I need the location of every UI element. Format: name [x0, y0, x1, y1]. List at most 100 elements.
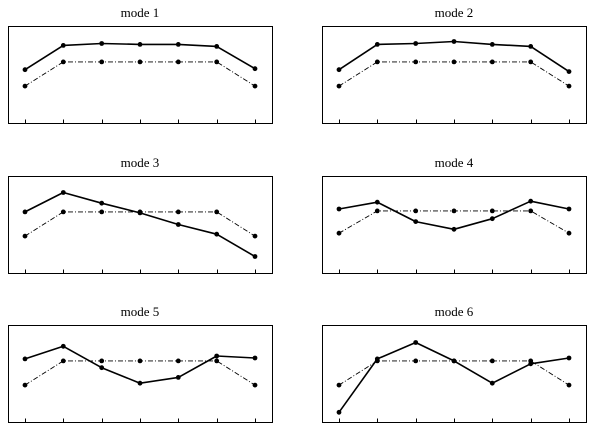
- series-line-dashdot: [24, 61, 256, 87]
- plot-frame: [322, 325, 587, 423]
- data-point-solid: [489, 42, 495, 47]
- data-point-dashdot: [451, 59, 457, 65]
- data-point-dashdot: [413, 59, 419, 65]
- data-point-dashdot: [137, 358, 143, 364]
- series-line-dashdot: [338, 61, 570, 87]
- series-line-dashdot: [24, 211, 256, 237]
- data-point-solid: [22, 209, 28, 215]
- data-point-solid: [252, 355, 258, 361]
- data-point-solid: [451, 226, 457, 232]
- data-point-solid: [175, 42, 181, 47]
- data-point-dashdot: [374, 208, 380, 214]
- data-point-solid: [60, 190, 66, 195]
- data-point-solid: [137, 210, 143, 216]
- series-line-solid: [338, 341, 570, 413]
- panel-title: mode 4: [435, 155, 474, 170]
- data-point-solid: [566, 355, 572, 361]
- data-point-dashdot: [60, 358, 66, 364]
- data-point-solid: [60, 43, 66, 48]
- data-point-dashdot: [566, 382, 572, 388]
- series-line-solid: [24, 191, 256, 258]
- data-point-dashdot: [252, 382, 258, 388]
- data-point-dashdot: [22, 382, 28, 388]
- data-point-solid: [214, 231, 220, 237]
- data-point-dashdot: [374, 59, 380, 65]
- series-line-solid: [338, 200, 570, 231]
- data-point-dashdot: [528, 59, 534, 65]
- data-point-dashdot: [252, 233, 258, 239]
- data-point-solid: [22, 356, 28, 362]
- data-point-dashdot: [489, 208, 495, 214]
- data-point-dashdot: [175, 209, 181, 215]
- series-line-solid: [338, 40, 570, 73]
- plot-frame: [8, 325, 273, 423]
- data-point-dashdot: [566, 230, 572, 236]
- data-point-dashdot: [99, 358, 105, 364]
- data-point-dashdot: [22, 83, 28, 89]
- data-point-dashdot: [22, 233, 28, 239]
- data-point-dashdot: [214, 209, 220, 215]
- data-point-dashdot: [566, 83, 572, 89]
- panel-3: mode 3: [8, 155, 273, 274]
- data-point-solid: [566, 206, 572, 212]
- data-point-dashdot: [489, 59, 495, 65]
- panel-6: mode 6: [322, 304, 587, 423]
- data-point-solid: [413, 219, 419, 225]
- data-point-solid: [336, 206, 342, 212]
- panel-5: mode 5: [8, 304, 273, 423]
- data-point-solid: [137, 380, 143, 386]
- data-point-solid: [99, 365, 105, 371]
- data-point-dashdot: [336, 382, 342, 388]
- data-point-dashdot: [175, 358, 181, 364]
- data-point-solid: [214, 353, 220, 359]
- data-point-solid: [99, 41, 105, 46]
- data-point-dashdot: [413, 358, 419, 364]
- panel-1: mode 1: [8, 5, 273, 124]
- data-point-dashdot: [214, 358, 220, 364]
- data-point-dashdot: [60, 59, 66, 65]
- data-point-solid: [413, 41, 419, 46]
- panel-title: mode 2: [435, 5, 474, 20]
- data-point-solid: [451, 358, 457, 364]
- data-point-solid: [336, 67, 342, 73]
- data-point-dashdot: [451, 208, 457, 214]
- data-point-solid: [22, 67, 28, 73]
- data-point-solid: [252, 254, 258, 259]
- data-point-dashdot: [60, 209, 66, 215]
- data-point-solid: [374, 199, 380, 205]
- data-point-dashdot: [214, 59, 220, 65]
- data-point-solid: [175, 375, 181, 380]
- panel-title: mode 1: [121, 5, 160, 20]
- plot-frame: [322, 176, 587, 274]
- data-point-solid: [413, 340, 419, 345]
- data-point-dashdot: [137, 59, 143, 65]
- data-point-dashdot: [99, 59, 105, 65]
- data-point-solid: [451, 39, 457, 44]
- data-point-solid: [566, 69, 572, 74]
- data-point-solid: [252, 66, 258, 72]
- data-point-solid: [528, 361, 534, 367]
- plot-frame: [8, 176, 273, 274]
- panel-title: mode 3: [121, 155, 160, 170]
- data-point-solid: [137, 42, 143, 47]
- data-point-solid: [528, 44, 534, 49]
- data-point-dashdot: [99, 209, 105, 215]
- data-point-solid: [214, 44, 220, 49]
- data-point-dashdot: [489, 358, 495, 364]
- data-point-solid: [336, 409, 342, 415]
- data-point-solid: [175, 222, 181, 227]
- data-point-solid: [374, 356, 380, 362]
- panel-2: mode 2: [322, 5, 587, 124]
- data-point-dashdot: [252, 83, 258, 89]
- data-point-dashdot: [336, 230, 342, 236]
- series-line-solid: [24, 345, 256, 385]
- data-point-dashdot: [175, 59, 181, 65]
- panel-title: mode 5: [121, 304, 160, 319]
- plot-frame: [8, 26, 273, 124]
- data-point-solid: [99, 200, 105, 206]
- data-point-solid: [374, 42, 380, 47]
- panel-title: mode 6: [435, 304, 474, 319]
- data-point-dashdot: [413, 208, 419, 214]
- data-point-dashdot: [528, 208, 534, 214]
